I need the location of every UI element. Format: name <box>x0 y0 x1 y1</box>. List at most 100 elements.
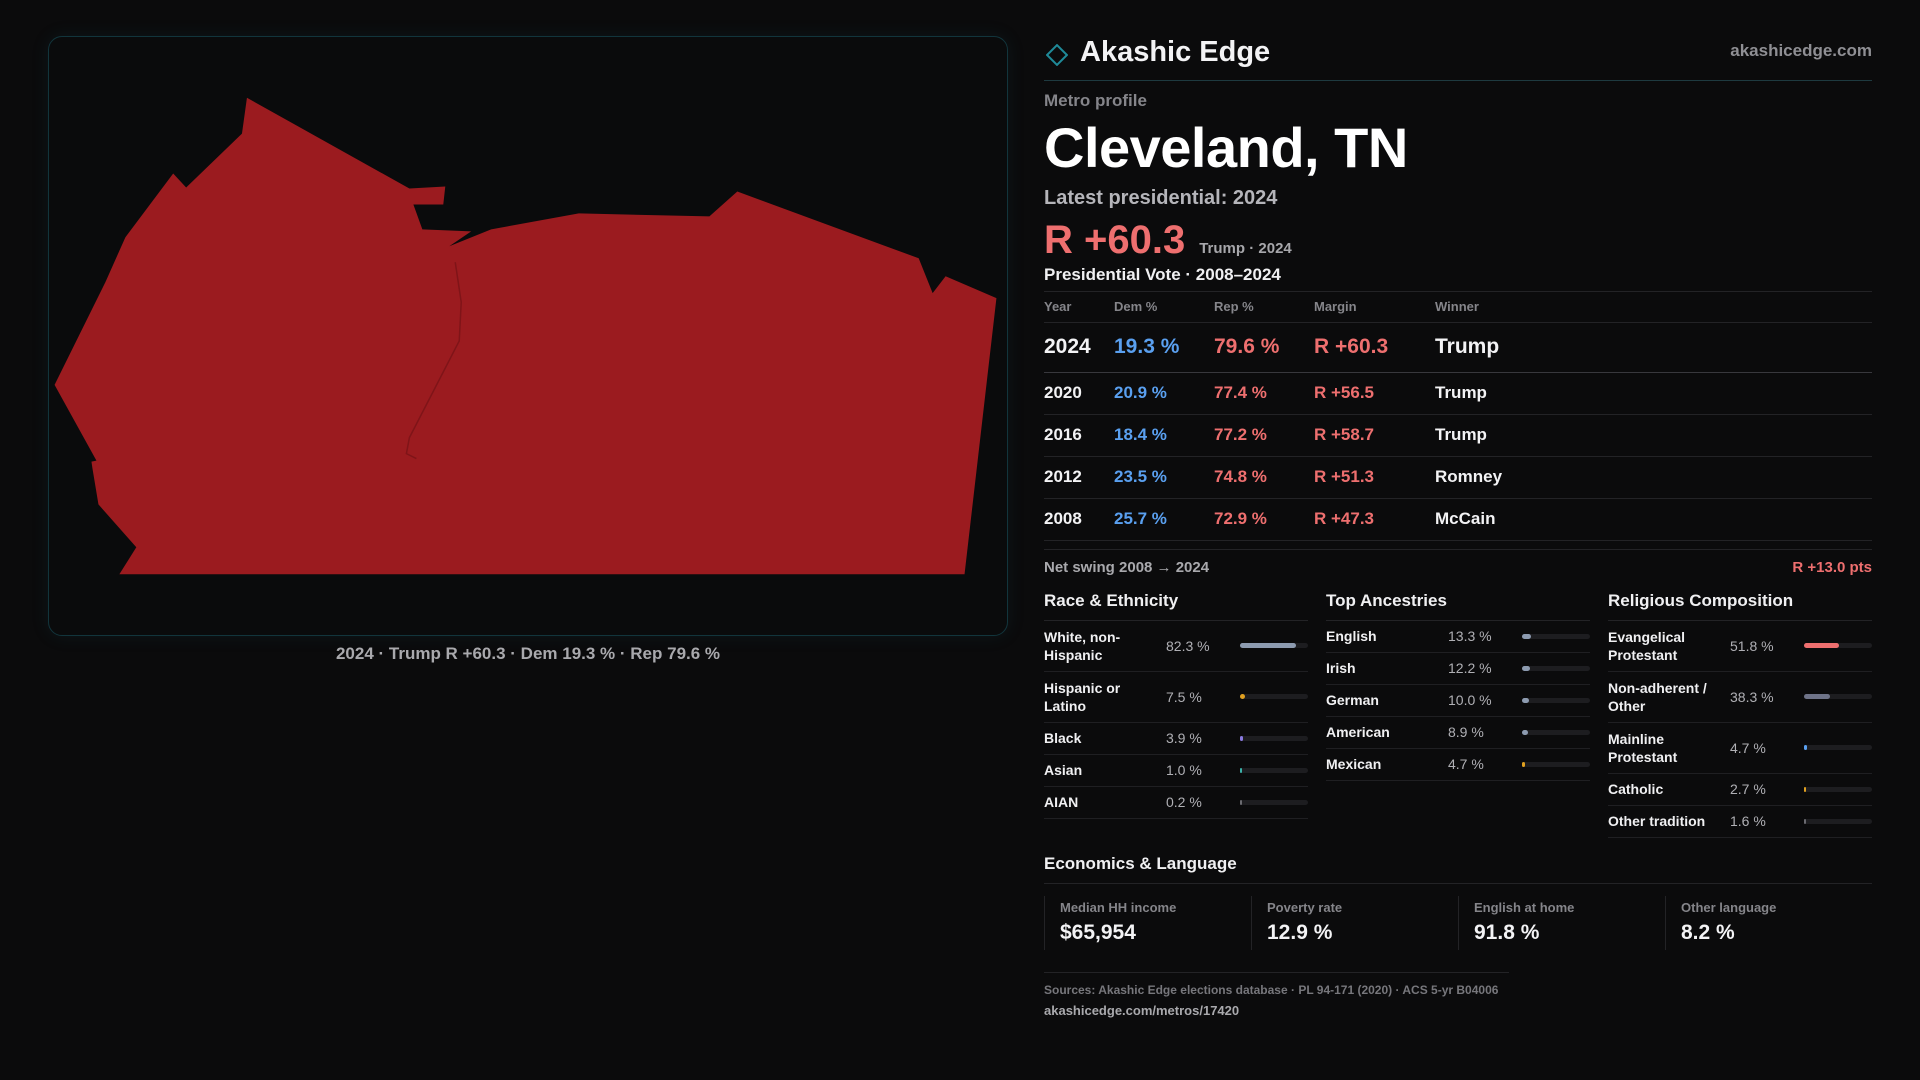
ancestry-row: Mexican 4.7 % <box>1326 749 1590 781</box>
net-swing-label: Net swing 2008 → 2024 <box>1044 558 1210 576</box>
vote-dem: 20.9 % <box>1114 372 1214 415</box>
religion-value: 51.8 % <box>1730 637 1774 654</box>
econ-value: 12.9 % <box>1267 920 1333 944</box>
race-row: White, non-Hispanic 82.3 % <box>1044 621 1308 672</box>
headline-result: R +60.3 Trump · 2024 <box>1044 218 1872 263</box>
demographics-grid: Race & Ethnicity White, non-Hispanic 82.… <box>1044 591 1872 838</box>
econ-card-other-language: Other language 8.2 % <box>1665 895 1872 950</box>
vote-dem: 18.4 % <box>1114 414 1214 457</box>
ancestry-row: English 13.3 % <box>1326 621 1590 653</box>
economics-cards: Median HH income $65,954 Poverty rate 12… <box>1044 895 1872 950</box>
ancestry-bar-fill <box>1522 697 1529 703</box>
county-shape-bradley[interactable] <box>54 97 997 575</box>
race-value: 82.3 % <box>1166 637 1210 654</box>
race-bar-track <box>1240 694 1308 699</box>
race-label: Black <box>1044 730 1082 746</box>
religion-row: Other tradition 1.6 % <box>1608 806 1872 838</box>
race-bar-track <box>1240 735 1308 741</box>
vote-dem: 23.5 % <box>1114 456 1214 499</box>
vote-margin: R +56.5 <box>1314 372 1435 415</box>
religion-label: Other tradition <box>1608 813 1706 829</box>
vote-dem: 19.3 % <box>1114 322 1214 373</box>
race-label: Hispanic or Latino <box>1044 679 1121 714</box>
religion-bar-track <box>1804 818 1872 824</box>
ancestry-bar-fill <box>1522 633 1532 639</box>
ancestry-value: 12.2 % <box>1448 660 1492 676</box>
race-bar-fill <box>1240 799 1242 805</box>
ancestry-label: German <box>1326 692 1379 708</box>
vote-winner: Trump <box>1435 414 1872 457</box>
col-winner-header: Winner <box>1435 292 1872 323</box>
econ-label: Other language <box>1681 899 1777 915</box>
ancestry-bar-fill <box>1522 665 1531 671</box>
religion-section: Religious Composition Evangelical Protes… <box>1608 591 1872 838</box>
race-bar-fill <box>1240 694 1246 699</box>
religion-bar-fill <box>1804 786 1806 792</box>
vote-row-2024: 2024 19.3 % 79.6 % R +60.3 Trump <box>1044 322 1872 373</box>
ancestry-value: 10.0 % <box>1448 692 1492 708</box>
vote-row-2012: 2012 23.5 % 74.8 % R +51.3 Romney <box>1044 456 1872 499</box>
vote-winner: McCain <box>1435 498 1872 541</box>
brand-name: Akashic Edge <box>1080 36 1271 68</box>
religion-bar-track <box>1804 745 1872 750</box>
net-swing: Net swing 2008 → 2024 R +13.0 pts <box>1044 548 1872 579</box>
vote-rep: 79.6 % <box>1214 322 1314 373</box>
vote-table-header: Year Dem % Rep % Margin Winner <box>1044 292 1872 323</box>
religion-label: Mainline Protestant <box>1608 730 1678 765</box>
religion-bar-track <box>1804 786 1872 792</box>
vote-row-2020: 2020 20.9 % 77.4 % R +56.5 Trump <box>1044 372 1872 415</box>
vote-margin: R +51.3 <box>1314 456 1435 499</box>
race-row: AIAN 0.2 % <box>1044 787 1308 819</box>
vote-year: 2016 <box>1044 414 1114 457</box>
vote-winner: Romney <box>1435 456 1872 499</box>
ancestry-bar-track <box>1522 761 1590 767</box>
econ-label: Poverty rate <box>1267 899 1343 915</box>
econ-value: $65,954 <box>1060 920 1136 944</box>
religion-label: Catholic <box>1608 781 1664 797</box>
race-row: Hispanic or Latino 7.5 % <box>1044 672 1308 723</box>
col-rep-header: Rep % <box>1214 292 1314 323</box>
latest-election-label: Latest presidential: 2024 <box>1044 187 1278 209</box>
race-bar-track <box>1240 643 1308 648</box>
page-title: Cleveland, TN <box>1044 116 1408 179</box>
diamond-logo-icon <box>1046 44 1068 66</box>
religion-bar-fill <box>1804 643 1840 648</box>
ancestry-row: Irish 12.2 % <box>1326 653 1590 685</box>
econ-card-income: Median HH income $65,954 <box>1044 895 1251 950</box>
vote-year: 2012 <box>1044 456 1114 499</box>
ancestry-value: 4.7 % <box>1448 756 1484 772</box>
religion-section-title: Religious Composition <box>1608 591 1872 621</box>
vote-dem: 25.7 % <box>1114 498 1214 541</box>
religion-bar-fill <box>1804 745 1808 750</box>
footer-url-link[interactable]: akashicedge.com/metros/17420 <box>1044 1002 1240 1018</box>
vote-rep: 77.4 % <box>1214 372 1314 415</box>
race-bar-fill <box>1240 767 1242 773</box>
race-label: White, non-Hispanic <box>1044 628 1121 663</box>
ancestry-bar-fill <box>1522 761 1526 767</box>
race-section-title: Race & Ethnicity <box>1044 591 1308 621</box>
religion-row: Non-adherent / Other 38.3 % <box>1608 672 1872 723</box>
vote-year: 2008 <box>1044 498 1114 541</box>
vote-table: Year Dem % Rep % Margin Winner 2024 19.3… <box>1044 292 1872 541</box>
headline-winner: Trump · 2024 <box>1199 240 1292 257</box>
race-bar-track <box>1240 767 1308 773</box>
vote-rep: 77.2 % <box>1214 414 1314 457</box>
economics-section-title: Economics & Language <box>1044 854 1872 884</box>
vote-rep: 74.8 % <box>1214 456 1314 499</box>
race-row: Asian 1.0 % <box>1044 755 1308 787</box>
ancestry-bar-fill <box>1522 729 1529 735</box>
vote-year: 2020 <box>1044 372 1114 415</box>
vote-row-2008: 2008 25.7 % 72.9 % R +47.3 McCain <box>1044 498 1872 541</box>
religion-label: Non-adherent / Other <box>1608 679 1707 714</box>
ancestry-row: American 8.9 % <box>1326 717 1590 749</box>
religion-row: Catholic 2.7 % <box>1608 774 1872 806</box>
econ-card-english: English at home 91.8 % <box>1458 895 1665 950</box>
religion-bar-track <box>1804 643 1872 648</box>
race-value: 3.9 % <box>1166 730 1202 746</box>
ancestry-label: Irish <box>1326 660 1356 676</box>
ancestry-bar-track <box>1522 633 1590 639</box>
brand-url-link[interactable]: akashicedge.com <box>1730 41 1872 60</box>
race-label: AIAN <box>1044 794 1079 810</box>
religion-value: 4.7 % <box>1730 739 1766 756</box>
vote-rep: 72.9 % <box>1214 498 1314 541</box>
